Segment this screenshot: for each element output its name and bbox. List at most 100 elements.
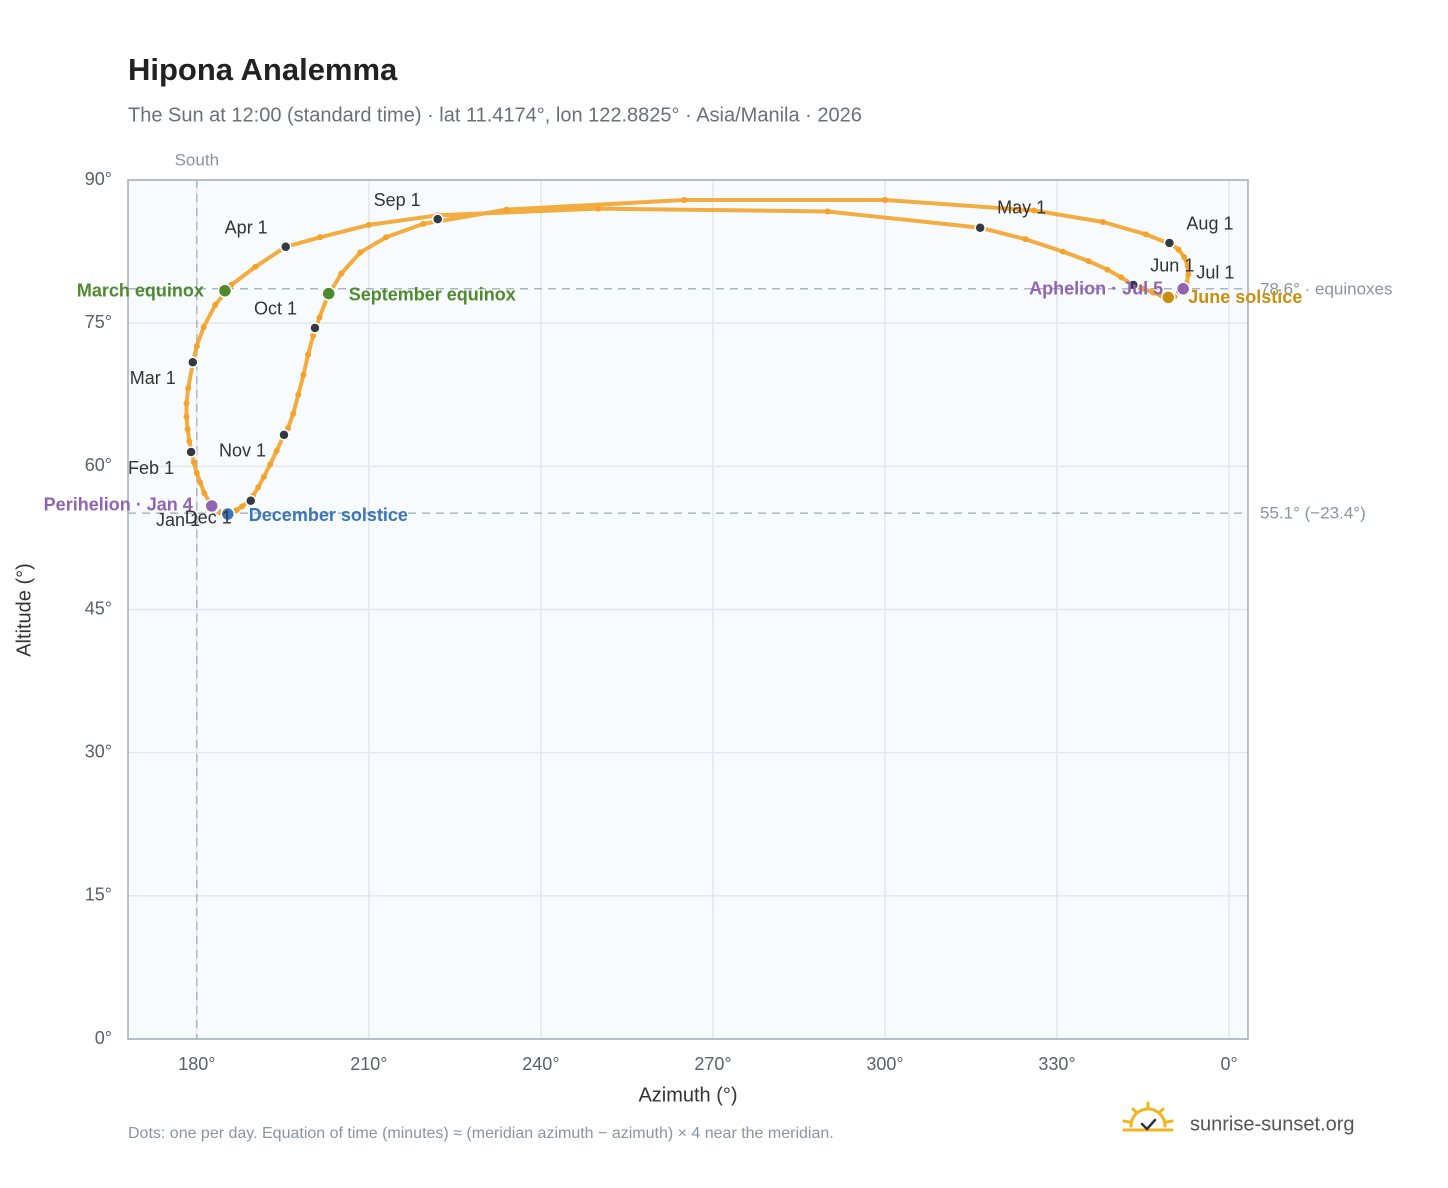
day-dot	[285, 425, 291, 432]
day-dot	[1059, 248, 1066, 255]
day-dot	[824, 208, 831, 215]
day-dot	[1099, 218, 1106, 225]
month-label: Jun 1	[1150, 256, 1194, 276]
chart-subtitle: The Sun at 12:00 (standard time) · lat 1…	[128, 104, 862, 126]
day-dot	[1104, 266, 1111, 273]
day-dot	[383, 234, 390, 241]
x-tick-label: 330°	[1038, 1054, 1075, 1074]
month-label: Sep 1	[374, 190, 421, 210]
day-dot	[317, 234, 324, 241]
month-marker	[244, 494, 257, 507]
event-label: December solstice	[249, 505, 408, 525]
day-dot	[190, 459, 197, 466]
brand: sunrise-sunset.org	[1190, 1113, 1355, 1135]
day-dot	[420, 220, 427, 227]
month-label: Jan 1	[156, 510, 200, 530]
y-tick-label: 0°	[95, 1028, 112, 1048]
month-marker	[309, 322, 321, 334]
month-label: Aug 1	[1186, 214, 1233, 234]
month-marker	[279, 241, 292, 253]
day-dot	[338, 270, 345, 277]
day-dot	[1022, 236, 1029, 243]
month-label: Apr 1	[225, 218, 268, 238]
day-dot	[1184, 262, 1191, 269]
day-dot	[503, 206, 510, 213]
day-dot	[1142, 231, 1149, 238]
day-dot	[201, 490, 208, 497]
day-dot	[200, 323, 207, 330]
month-label: Oct 1	[254, 299, 297, 319]
day-dot	[1150, 289, 1157, 296]
day-dot	[1085, 258, 1092, 265]
day-dot	[197, 479, 204, 486]
day-dot	[255, 484, 262, 491]
footnote: Dots: one per day. Equation of time (min…	[128, 1125, 834, 1142]
day-dot	[681, 197, 688, 204]
event-marker	[217, 283, 233, 298]
month-marker	[187, 356, 199, 369]
x-tick-label: 210°	[350, 1054, 387, 1074]
day-dot	[595, 205, 602, 212]
month-marker	[1163, 237, 1176, 249]
event-marker	[204, 498, 219, 514]
day-dot	[300, 371, 307, 378]
event-label: June solstice	[1188, 287, 1302, 307]
month-marker	[278, 429, 290, 441]
day-dot	[1031, 207, 1038, 214]
reference-label: South	[175, 150, 219, 169]
reference-label: 55.1° (−23.4°)	[1260, 504, 1366, 523]
month-label: Nov 1	[219, 441, 266, 461]
day-dot	[295, 391, 302, 398]
day-dot	[1140, 285, 1147, 292]
x-tick-label: 180°	[178, 1054, 215, 1074]
day-dot	[185, 385, 192, 392]
day-dot	[193, 343, 200, 350]
day-dot	[310, 332, 317, 339]
day-dot	[1185, 271, 1192, 278]
x-tick-label: 0°	[1220, 1054, 1237, 1074]
x-axis-label: Azimuth (°)	[638, 1084, 737, 1106]
event-marker	[1175, 281, 1191, 297]
day-dot	[273, 448, 280, 455]
day-dot	[1181, 254, 1188, 261]
x-tick-label: 240°	[522, 1054, 559, 1074]
day-dot	[183, 413, 190, 420]
event-marker	[1161, 290, 1176, 305]
day-dot	[290, 410, 297, 417]
day-dot	[1175, 246, 1182, 253]
day-dot	[357, 249, 364, 256]
day-dot	[260, 473, 267, 480]
day-dot	[233, 507, 240, 514]
day-dot	[239, 503, 246, 510]
brand-icon	[1122, 1101, 1174, 1132]
day-dot	[881, 197, 888, 204]
month-label: Dec 1	[185, 507, 232, 527]
month-label: May 1	[997, 197, 1046, 217]
event-label: September equinox	[349, 284, 516, 304]
y-tick-label: 60°	[85, 455, 112, 475]
event-label: March equinox	[77, 280, 204, 300]
day-dot	[1118, 274, 1125, 281]
day-dot	[186, 438, 193, 445]
day-dot	[193, 470, 200, 477]
month-label: Mar 1	[130, 368, 176, 388]
x-tick-label: 270°	[694, 1054, 731, 1074]
plot-border	[127, 179, 1249, 1040]
y-tick-label: 75°	[85, 312, 112, 332]
month-marker	[431, 213, 444, 225]
x-tick-label: 300°	[866, 1054, 903, 1074]
day-dot	[305, 351, 312, 358]
event-marker	[220, 506, 236, 522]
event-label: Aphelion · Jul 5	[1029, 279, 1163, 299]
day-dot	[365, 221, 372, 228]
day-dot	[267, 461, 274, 468]
day-dot	[212, 302, 219, 309]
event-label: Perihelion · Jan 4	[44, 495, 193, 515]
month-label: Feb 1	[128, 458, 174, 478]
y-tick-label: 30°	[85, 741, 112, 761]
day-dot	[183, 400, 190, 407]
y-tick-label: 45°	[85, 598, 112, 618]
month-label: Jul 1	[1196, 262, 1234, 282]
reference-label: 78.6° · equinoxes	[1260, 279, 1393, 298]
